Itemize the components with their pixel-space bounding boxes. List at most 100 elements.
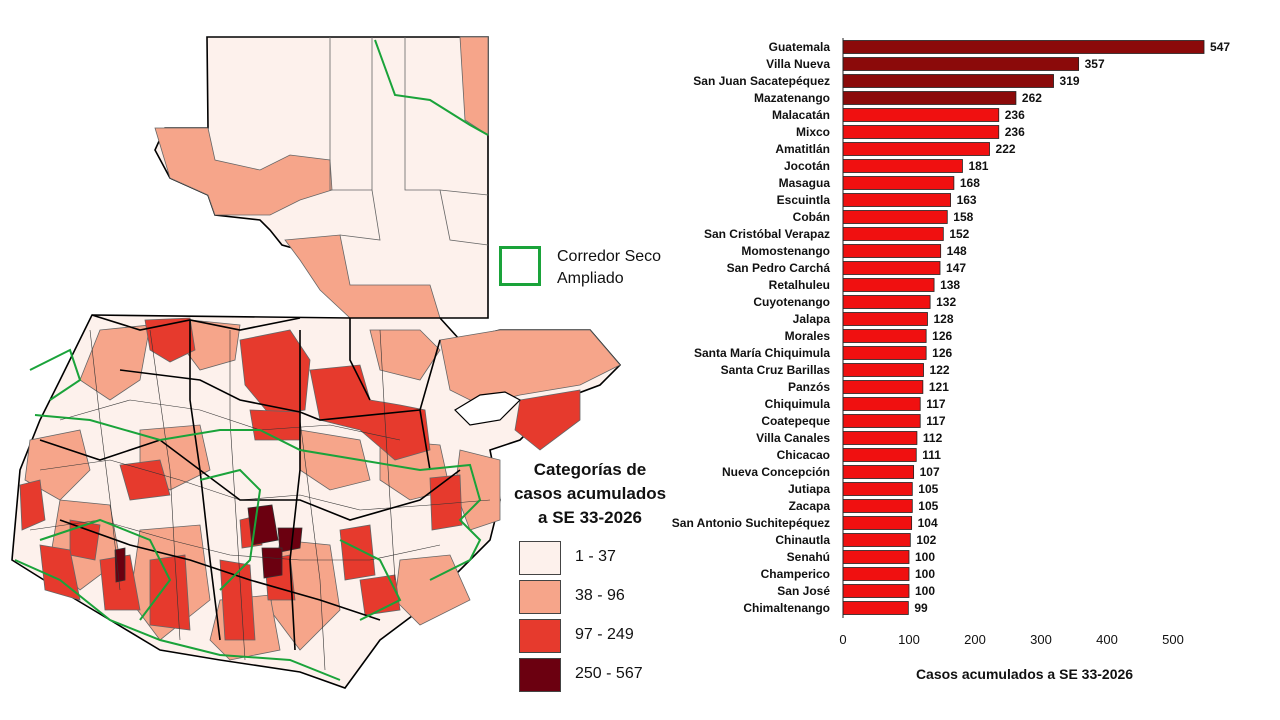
category-label: Momostenango <box>741 244 830 258</box>
data-label: 107 <box>920 465 940 479</box>
bar <box>842 482 913 496</box>
bar <box>842 295 931 309</box>
bar <box>842 346 927 360</box>
category-label: Chiquimula <box>765 397 831 411</box>
x-axis-title: Casos acumulados a SE 33-2026 <box>916 666 1133 682</box>
bar <box>842 550 910 564</box>
bar <box>842 516 913 530</box>
data-label: 126 <box>932 329 952 343</box>
category-label: Escuintla <box>777 193 831 207</box>
data-label: 138 <box>940 278 960 292</box>
data-label: 319 <box>1060 74 1080 88</box>
category-label: Chicacao <box>777 448 830 462</box>
category-label: Guatemala <box>769 40 831 54</box>
data-label: 128 <box>933 312 953 326</box>
corridor-legend-label: Corredor Seco Ampliado <box>557 248 662 287</box>
bar <box>842 108 1000 122</box>
data-label: 111 <box>922 448 941 462</box>
category-label: Morales <box>785 329 831 343</box>
category-label: Jutiapa <box>788 482 830 496</box>
x-tick-label: 100 <box>898 632 920 647</box>
bar <box>842 74 1054 88</box>
category-label: Santa María Chiquimula <box>694 346 830 360</box>
category-label: Retalhuleu <box>769 278 830 292</box>
category-label: Jocotán <box>784 159 830 173</box>
category-label: San Juan Sacatepéquez <box>693 74 830 88</box>
legend-item: 250 - 567 <box>519 658 679 692</box>
legend-item: 1 - 37 <box>519 541 679 575</box>
category-label: Senahú <box>787 550 830 564</box>
category-label: Jalapa <box>793 312 831 326</box>
category-label: Mixco <box>796 125 830 139</box>
data-label: 147 <box>946 261 966 275</box>
data-label: 222 <box>996 142 1016 156</box>
data-label: 236 <box>1005 125 1025 139</box>
category-label: Chinautla <box>775 533 830 547</box>
category-label: San Cristóbal Verapaz <box>704 227 830 241</box>
bar <box>842 91 1017 105</box>
bar <box>842 159 963 173</box>
data-label: 357 <box>1085 57 1105 71</box>
data-label: 100 <box>915 550 935 564</box>
bar <box>842 40 1205 54</box>
bar <box>842 227 944 241</box>
category-label: San Pedro Carchá <box>727 261 831 275</box>
legend-label: 1 - 37 <box>575 548 616 565</box>
x-tick-label: 200 <box>964 632 986 647</box>
guatemala-map <box>11 36 622 689</box>
legend-label: 97 - 249 <box>575 626 634 643</box>
legend-item: 97 - 249 <box>519 619 679 653</box>
category-label: Masagua <box>779 176 831 190</box>
legend-swatch <box>519 619 561 653</box>
category-label: San Antonio Suchitepéquez <box>672 516 830 530</box>
category-label: Mazatenango <box>754 91 830 105</box>
bar <box>842 567 910 581</box>
bar <box>842 380 924 394</box>
bar <box>842 584 910 598</box>
legend-label: 250 - 567 <box>575 665 643 682</box>
bar <box>842 397 921 411</box>
category-label: Coatepeque <box>761 414 830 428</box>
category-label: Zacapa <box>789 499 831 513</box>
data-label: 181 <box>968 159 988 173</box>
data-label: 102 <box>916 533 936 547</box>
x-tick-label: 0 <box>839 632 846 647</box>
bar <box>842 533 911 547</box>
bar <box>842 125 1000 139</box>
legend-swatch <box>519 658 561 692</box>
bar <box>842 414 921 428</box>
x-tick-label: 400 <box>1096 632 1118 647</box>
bar <box>842 278 935 292</box>
x-tick-label: 500 <box>1162 632 1184 647</box>
category-label: Cobán <box>793 210 830 224</box>
legend-label: 38 - 96 <box>575 587 625 604</box>
data-label: 152 <box>949 227 969 241</box>
data-label: 112 <box>923 431 943 445</box>
category-label: Chimaltenango <box>743 601 830 615</box>
category-label: Cuyotenango <box>753 295 830 309</box>
data-label: 105 <box>918 499 938 513</box>
bar <box>842 261 941 275</box>
data-label: 117 <box>926 397 946 411</box>
bar <box>842 499 913 513</box>
legend-item: 38 - 96 <box>519 580 679 614</box>
data-label: 99 <box>914 601 928 615</box>
bar <box>842 363 924 377</box>
bar <box>842 312 928 326</box>
bar <box>842 601 909 615</box>
bar <box>842 57 1080 71</box>
legend-swatch <box>519 541 561 575</box>
bar <box>842 329 927 343</box>
data-label: 168 <box>960 176 980 190</box>
bar <box>842 193 951 207</box>
x-tick-label: 300 <box>1030 632 1052 647</box>
category-label: Amatitlán <box>775 142 830 156</box>
category-label: Panzós <box>788 380 830 394</box>
category-label: Malacatán <box>772 108 830 122</box>
data-label: 262 <box>1022 91 1042 105</box>
category-label: Villa Canales <box>756 431 830 445</box>
category-label: Champerico <box>761 567 830 581</box>
bar <box>842 176 955 190</box>
data-label: 122 <box>930 363 950 377</box>
data-label: 104 <box>918 516 938 530</box>
